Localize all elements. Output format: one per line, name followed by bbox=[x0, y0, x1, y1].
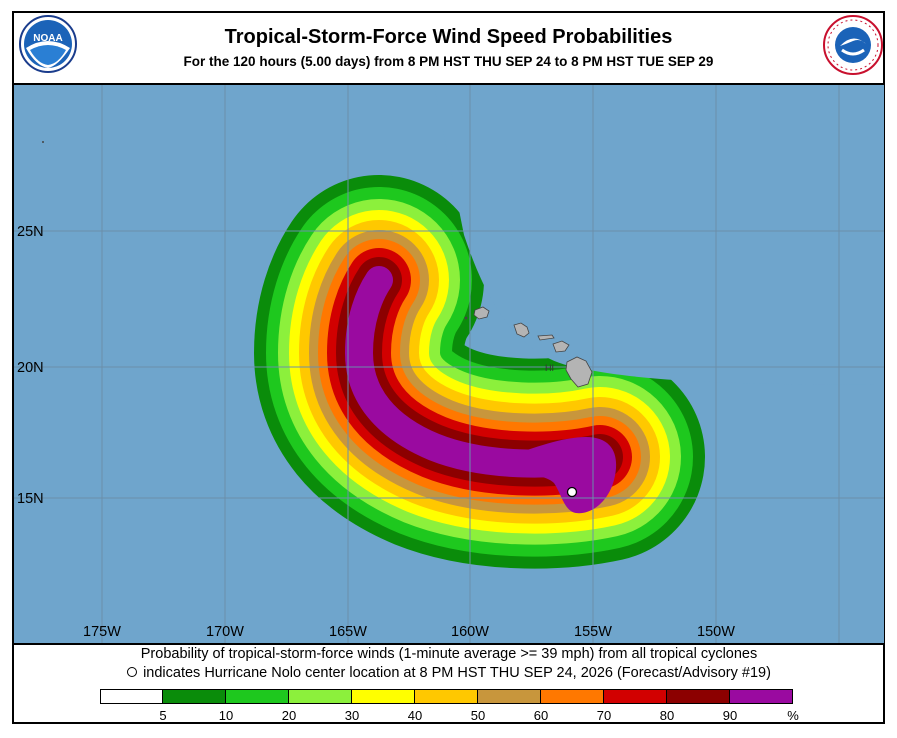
noaa-logo: NOAA bbox=[19, 15, 77, 73]
legend-center-note: indicates Hurricane Nolo center location… bbox=[14, 665, 884, 681]
storm-center-symbol bbox=[127, 667, 138, 678]
lon-label: 155W bbox=[574, 624, 612, 640]
probability-color-scale bbox=[100, 689, 793, 705]
island-label: HI bbox=[545, 363, 554, 373]
scale-tick-label: 30 bbox=[344, 708, 360, 723]
scale-swatch bbox=[226, 689, 289, 704]
lat-label: 15N bbox=[17, 491, 44, 507]
scale-tick-label: 70 bbox=[596, 708, 612, 723]
scale-tick-label: 80 bbox=[659, 708, 675, 723]
scale-swatch bbox=[415, 689, 478, 704]
island-hawaii bbox=[565, 356, 593, 388]
svg-text:NOAA: NOAA bbox=[33, 33, 62, 44]
scale-swatch bbox=[352, 689, 415, 704]
longitude-labels: 175W 170W 165W 160W 155W 150W bbox=[83, 624, 735, 640]
scale-tick-label: 90 bbox=[722, 708, 738, 723]
scale-swatch bbox=[604, 689, 667, 704]
lon-label: 170W bbox=[206, 624, 244, 640]
nws-logo bbox=[823, 15, 883, 75]
lon-label: 175W bbox=[83, 624, 121, 640]
scale-swatch bbox=[478, 689, 541, 704]
legend-description: Probability of tropical-storm-force wind… bbox=[140, 646, 758, 662]
lon-label: 150W bbox=[697, 624, 735, 640]
scale-tick-label: 50 bbox=[470, 708, 486, 723]
island-oahu bbox=[513, 322, 530, 338]
island-maui bbox=[552, 340, 570, 353]
lat-label: 25N bbox=[17, 224, 44, 240]
probability-map: HI 175W 170W 165W 160W 155W 150W 25N 20N… bbox=[14, 83, 884, 645]
scale-swatch bbox=[289, 689, 352, 704]
scale-tick-label: 60 bbox=[533, 708, 549, 723]
lat-label: 20N bbox=[17, 360, 44, 376]
scale-swatch bbox=[730, 689, 793, 704]
probability-core bbox=[482, 437, 617, 514]
legend-center-text: indicates Hurricane Nolo center location… bbox=[143, 665, 771, 681]
scale-tick-label: 40 bbox=[407, 708, 423, 723]
ocean-mask bbox=[434, 85, 884, 385]
scale-swatch bbox=[541, 689, 604, 704]
island-molokai bbox=[537, 334, 555, 341]
scale-tick-label: % bbox=[787, 708, 799, 723]
scale-swatch bbox=[163, 689, 226, 704]
lat-lon-grid bbox=[14, 85, 884, 643]
lon-label: 160W bbox=[451, 624, 489, 640]
lon-label: 165W bbox=[329, 624, 367, 640]
scale-tick-label: 20 bbox=[281, 708, 297, 723]
chart-subtitle: For the 120 hours (5.00 days) from 8 PM … bbox=[183, 54, 714, 69]
probability-swath bbox=[254, 85, 884, 569]
scale-tick-label: 5 bbox=[159, 708, 167, 723]
storm-center-marker bbox=[566, 486, 578, 498]
scale-tick-label: 10 bbox=[218, 708, 234, 723]
latitude-labels: 25N 20N 15N bbox=[17, 224, 44, 507]
scale-swatch bbox=[667, 689, 730, 704]
island-kauai bbox=[473, 306, 490, 320]
scale-swatch bbox=[100, 689, 163, 704]
hawaiian-islands bbox=[42, 141, 593, 388]
chart-title: Tropical-Storm-Force Wind Speed Probabil… bbox=[224, 26, 673, 48]
